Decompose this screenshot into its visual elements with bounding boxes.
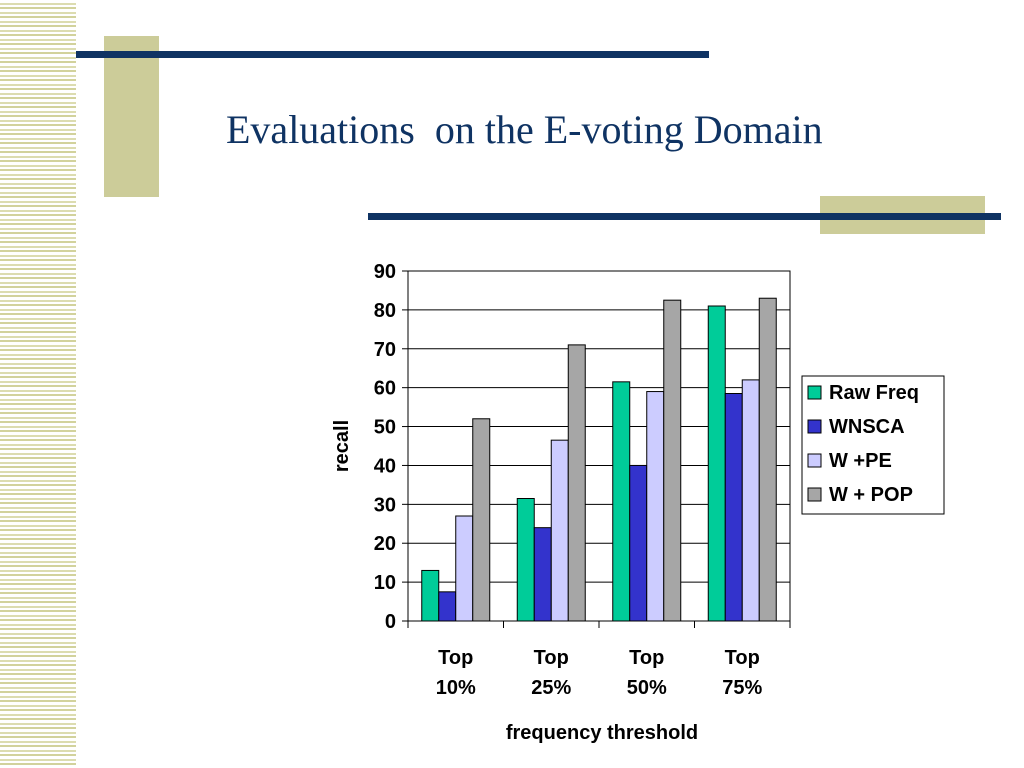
y-tick-label: 10 xyxy=(374,572,396,594)
bar-w-pop xyxy=(663,299,682,622)
legend: Raw Freq WNSCA W +PE W + POP xyxy=(801,375,945,515)
decorative-line-right xyxy=(368,213,1001,220)
y-tick-label: 20 xyxy=(374,533,396,555)
bar-w-pop xyxy=(567,344,586,622)
legend-items: Raw Freq WNSCA W +PE W + POP xyxy=(807,382,919,506)
y-tick-label: 30 xyxy=(374,494,396,516)
legend-label: W + POP xyxy=(829,484,913,506)
legend-swatch xyxy=(807,453,822,468)
x-tick-label: Top xyxy=(629,647,664,669)
y-axis: 0 10 20 30 40 50 60 70 80 90 xyxy=(374,261,408,633)
bar-wnsca xyxy=(533,527,552,622)
x-axis: Top 10% Top 25% Top 50% Top 75% xyxy=(407,621,791,699)
bar-wnsca xyxy=(724,393,743,622)
y-tick-label: 90 xyxy=(374,261,396,283)
decorative-stripe-strip xyxy=(0,0,76,768)
x-tick-label: 25% xyxy=(531,677,571,699)
bar-w-pe xyxy=(550,439,569,622)
bar-raw-freq xyxy=(612,381,631,622)
slide-title: Evaluations on the E-voting Domain xyxy=(226,107,823,152)
y-axis-label: recall xyxy=(331,420,353,472)
legend-label: WNSCA xyxy=(829,416,905,438)
x-axis-label: frequency threshold xyxy=(506,722,698,744)
y-tick-label: 40 xyxy=(374,455,396,477)
bar-wnsca xyxy=(438,591,457,622)
y-tick-label: 0 xyxy=(385,611,396,633)
x-tick-label: Top xyxy=(438,647,473,669)
bar-raw-freq xyxy=(516,498,535,622)
legend-frame xyxy=(801,375,945,515)
x-tick-label: 50% xyxy=(627,677,667,699)
bar-wnsca xyxy=(629,464,648,622)
x-tick-label: 75% xyxy=(722,677,762,699)
legend-swatch xyxy=(807,385,822,400)
bar-w-pe xyxy=(741,379,760,622)
bar-w-pop xyxy=(472,418,491,622)
y-tick-label: 80 xyxy=(374,300,396,322)
decorative-line-top xyxy=(76,51,709,58)
y-tick-label: 50 xyxy=(374,417,396,439)
bars xyxy=(421,297,777,622)
bar-w-pe xyxy=(455,515,474,622)
bar-raw-freq xyxy=(421,569,440,622)
legend-label: Raw Freq xyxy=(829,382,919,404)
y-tick-label: 70 xyxy=(374,339,396,361)
x-tick-label: 10% xyxy=(436,677,476,699)
decorative-block-top xyxy=(104,36,159,197)
bar-w-pe xyxy=(646,391,665,622)
legend-label: W +PE xyxy=(829,450,892,472)
legend-swatch xyxy=(807,419,822,434)
bar-raw-freq xyxy=(707,305,726,622)
x-tick-label: Top xyxy=(534,647,569,669)
x-tick-label: Top xyxy=(725,647,760,669)
legend-swatch xyxy=(807,487,822,502)
y-tick-label: 60 xyxy=(374,378,396,400)
bar-w-pop xyxy=(758,297,777,622)
